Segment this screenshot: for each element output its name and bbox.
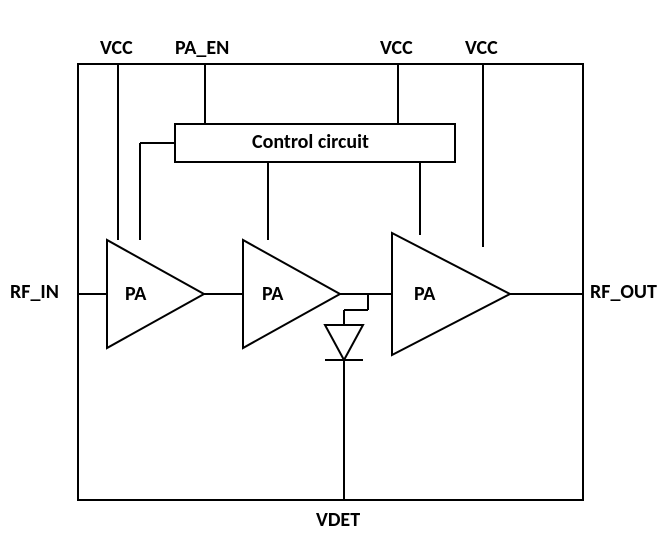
label-control-circuit: Control circuit [252,130,369,154]
label-vcc3: VCC [465,36,498,60]
label-pa3: PA [414,282,435,306]
amplifier-pa3 [392,233,510,355]
label-pa1: PA [125,282,146,306]
amplifier-pa1 [107,240,204,348]
diagram-canvas: VCC PA_EN VCC VCC RF_IN RF_OUT VDET Cont… [0,0,672,558]
label-rf-in: RF_IN [10,280,59,304]
label-rf-out: RF_OUT [590,280,657,304]
label-pa-en: PA_EN [175,36,229,60]
label-pa2: PA [262,282,283,306]
amplifier-pa2 [243,240,340,348]
diode-triangle [325,325,363,360]
label-vdet: VDET [316,508,360,532]
diagram-svg [0,0,672,558]
label-vcc1: VCC [100,36,133,60]
label-vcc2: VCC [380,36,413,60]
